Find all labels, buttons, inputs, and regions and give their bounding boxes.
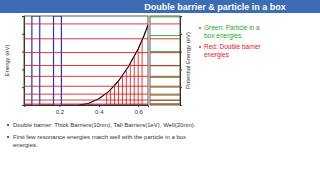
x-tick-label: 0.4	[95, 109, 104, 115]
y-axis-line	[22, 17, 25, 106]
x-tick: 0.2	[56, 105, 65, 115]
header-bar	[0, 0, 320, 13]
note-text: energies	[204, 51, 230, 59]
energy-level	[150, 65, 180, 66]
energy-level	[150, 35, 180, 36]
chart-panel: Potential Energy (eV)	[150, 16, 191, 106]
bullet-dot	[7, 124, 9, 126]
energy-level	[24, 52, 148, 53]
plot-frame	[24, 16, 148, 105]
plot-marks	[24, 16, 148, 105]
series-line	[79, 25, 148, 105]
plot-frame	[150, 16, 180, 105]
y-axis-title: Energy (eV)	[4, 44, 10, 76]
y-tick-mark	[22, 105, 24, 106]
x-tick-mark	[138, 105, 139, 107]
stem	[106, 93, 107, 105]
x-tick-label: 0.2	[56, 109, 65, 115]
y-tick-mark	[180, 105, 182, 106]
y-tick	[22, 16, 24, 17]
bullet-text: Double barrier: Thick Barriers(10nm), Ta…	[13, 122, 196, 128]
y-tick-mark	[22, 87, 24, 88]
bullet-text: energies.	[13, 142, 38, 148]
energy-level	[150, 52, 180, 53]
x-tick: 0.4	[95, 105, 104, 115]
energy-level	[24, 76, 148, 77]
energy-level	[150, 103, 180, 104]
stem	[122, 76, 123, 105]
y-tick-mark	[180, 34, 182, 35]
energy-level	[150, 86, 180, 87]
y-tick-mark	[22, 16, 24, 17]
y-axis	[22, 17, 25, 106]
y-tick	[22, 52, 24, 53]
x-axis-line	[25, 106, 149, 108]
energy-level	[150, 100, 180, 101]
energy-level	[24, 100, 148, 101]
y-tick-mark	[180, 16, 182, 17]
y-tick	[22, 105, 24, 106]
y-tick	[180, 105, 182, 106]
chart-panel: 0.2 0.4 0.6 Energy (eV)	[4, 16, 149, 115]
note-text: box energies.	[204, 32, 243, 40]
energy-level	[24, 38, 148, 39]
y-tick-mark	[180, 69, 182, 70]
energy-level	[150, 16, 180, 17]
energy-level	[150, 38, 180, 39]
energy-level	[150, 104, 180, 105]
x-tick: 0.6	[134, 105, 143, 115]
x-axis: 0.2 0.4 0.6	[25, 105, 149, 115]
y-tick	[22, 87, 24, 88]
y-tick	[22, 34, 24, 35]
y-axis-line	[181, 17, 183, 106]
y-tick-mark	[180, 87, 182, 88]
energy-level	[150, 23, 180, 24]
x-tick-mark	[99, 105, 100, 107]
energy-level	[150, 100, 180, 101]
y-tick	[180, 69, 182, 70]
x-tick-mark	[59, 105, 60, 107]
bullet-dot	[199, 27, 201, 29]
x-tick-label: 0.6	[134, 109, 143, 115]
y-tick-mark	[22, 34, 24, 35]
energy-level	[150, 51, 180, 52]
series-line	[24, 16, 148, 105]
y-tick-mark	[22, 69, 24, 70]
energy-level	[24, 104, 148, 105]
energy-level	[150, 76, 180, 77]
stem	[114, 85, 115, 105]
note-text: Red: Double barrier	[204, 43, 262, 50]
y-tick	[180, 16, 182, 17]
y-tick-mark	[22, 52, 24, 53]
energy-level	[24, 23, 148, 24]
bullet-dot	[199, 46, 201, 48]
note-text: Green: Particle in a	[204, 24, 260, 31]
stem	[142, 40, 143, 105]
slide: Double barrier & particle in a box 0.2 0.4…	[0, 0, 320, 180]
energy-level	[24, 65, 148, 66]
stem	[118, 81, 119, 105]
y-tick	[180, 87, 182, 88]
y-tick	[180, 34, 182, 35]
stem	[110, 90, 111, 105]
energy-level	[150, 94, 180, 95]
bullet-text: First few resonance energies match well …	[13, 134, 186, 140]
energy-level	[150, 87, 180, 88]
slide-title: Double barrier & particle in a box	[144, 2, 286, 12]
stem	[134, 56, 135, 105]
y-axis	[180, 17, 182, 106]
energy-level	[24, 86, 148, 87]
y-tick	[22, 69, 24, 70]
plot-marks	[150, 17, 180, 104]
energy-level	[150, 65, 180, 66]
bullet-dot	[7, 136, 9, 138]
stem	[138, 49, 139, 105]
energy-level	[150, 95, 180, 96]
y-tick-mark	[180, 52, 182, 53]
stem	[130, 63, 131, 105]
energy-level	[150, 77, 180, 78]
energy-level	[24, 94, 148, 95]
y-axis-title: Potential Energy (eV)	[185, 32, 191, 89]
y-tick	[180, 52, 182, 53]
